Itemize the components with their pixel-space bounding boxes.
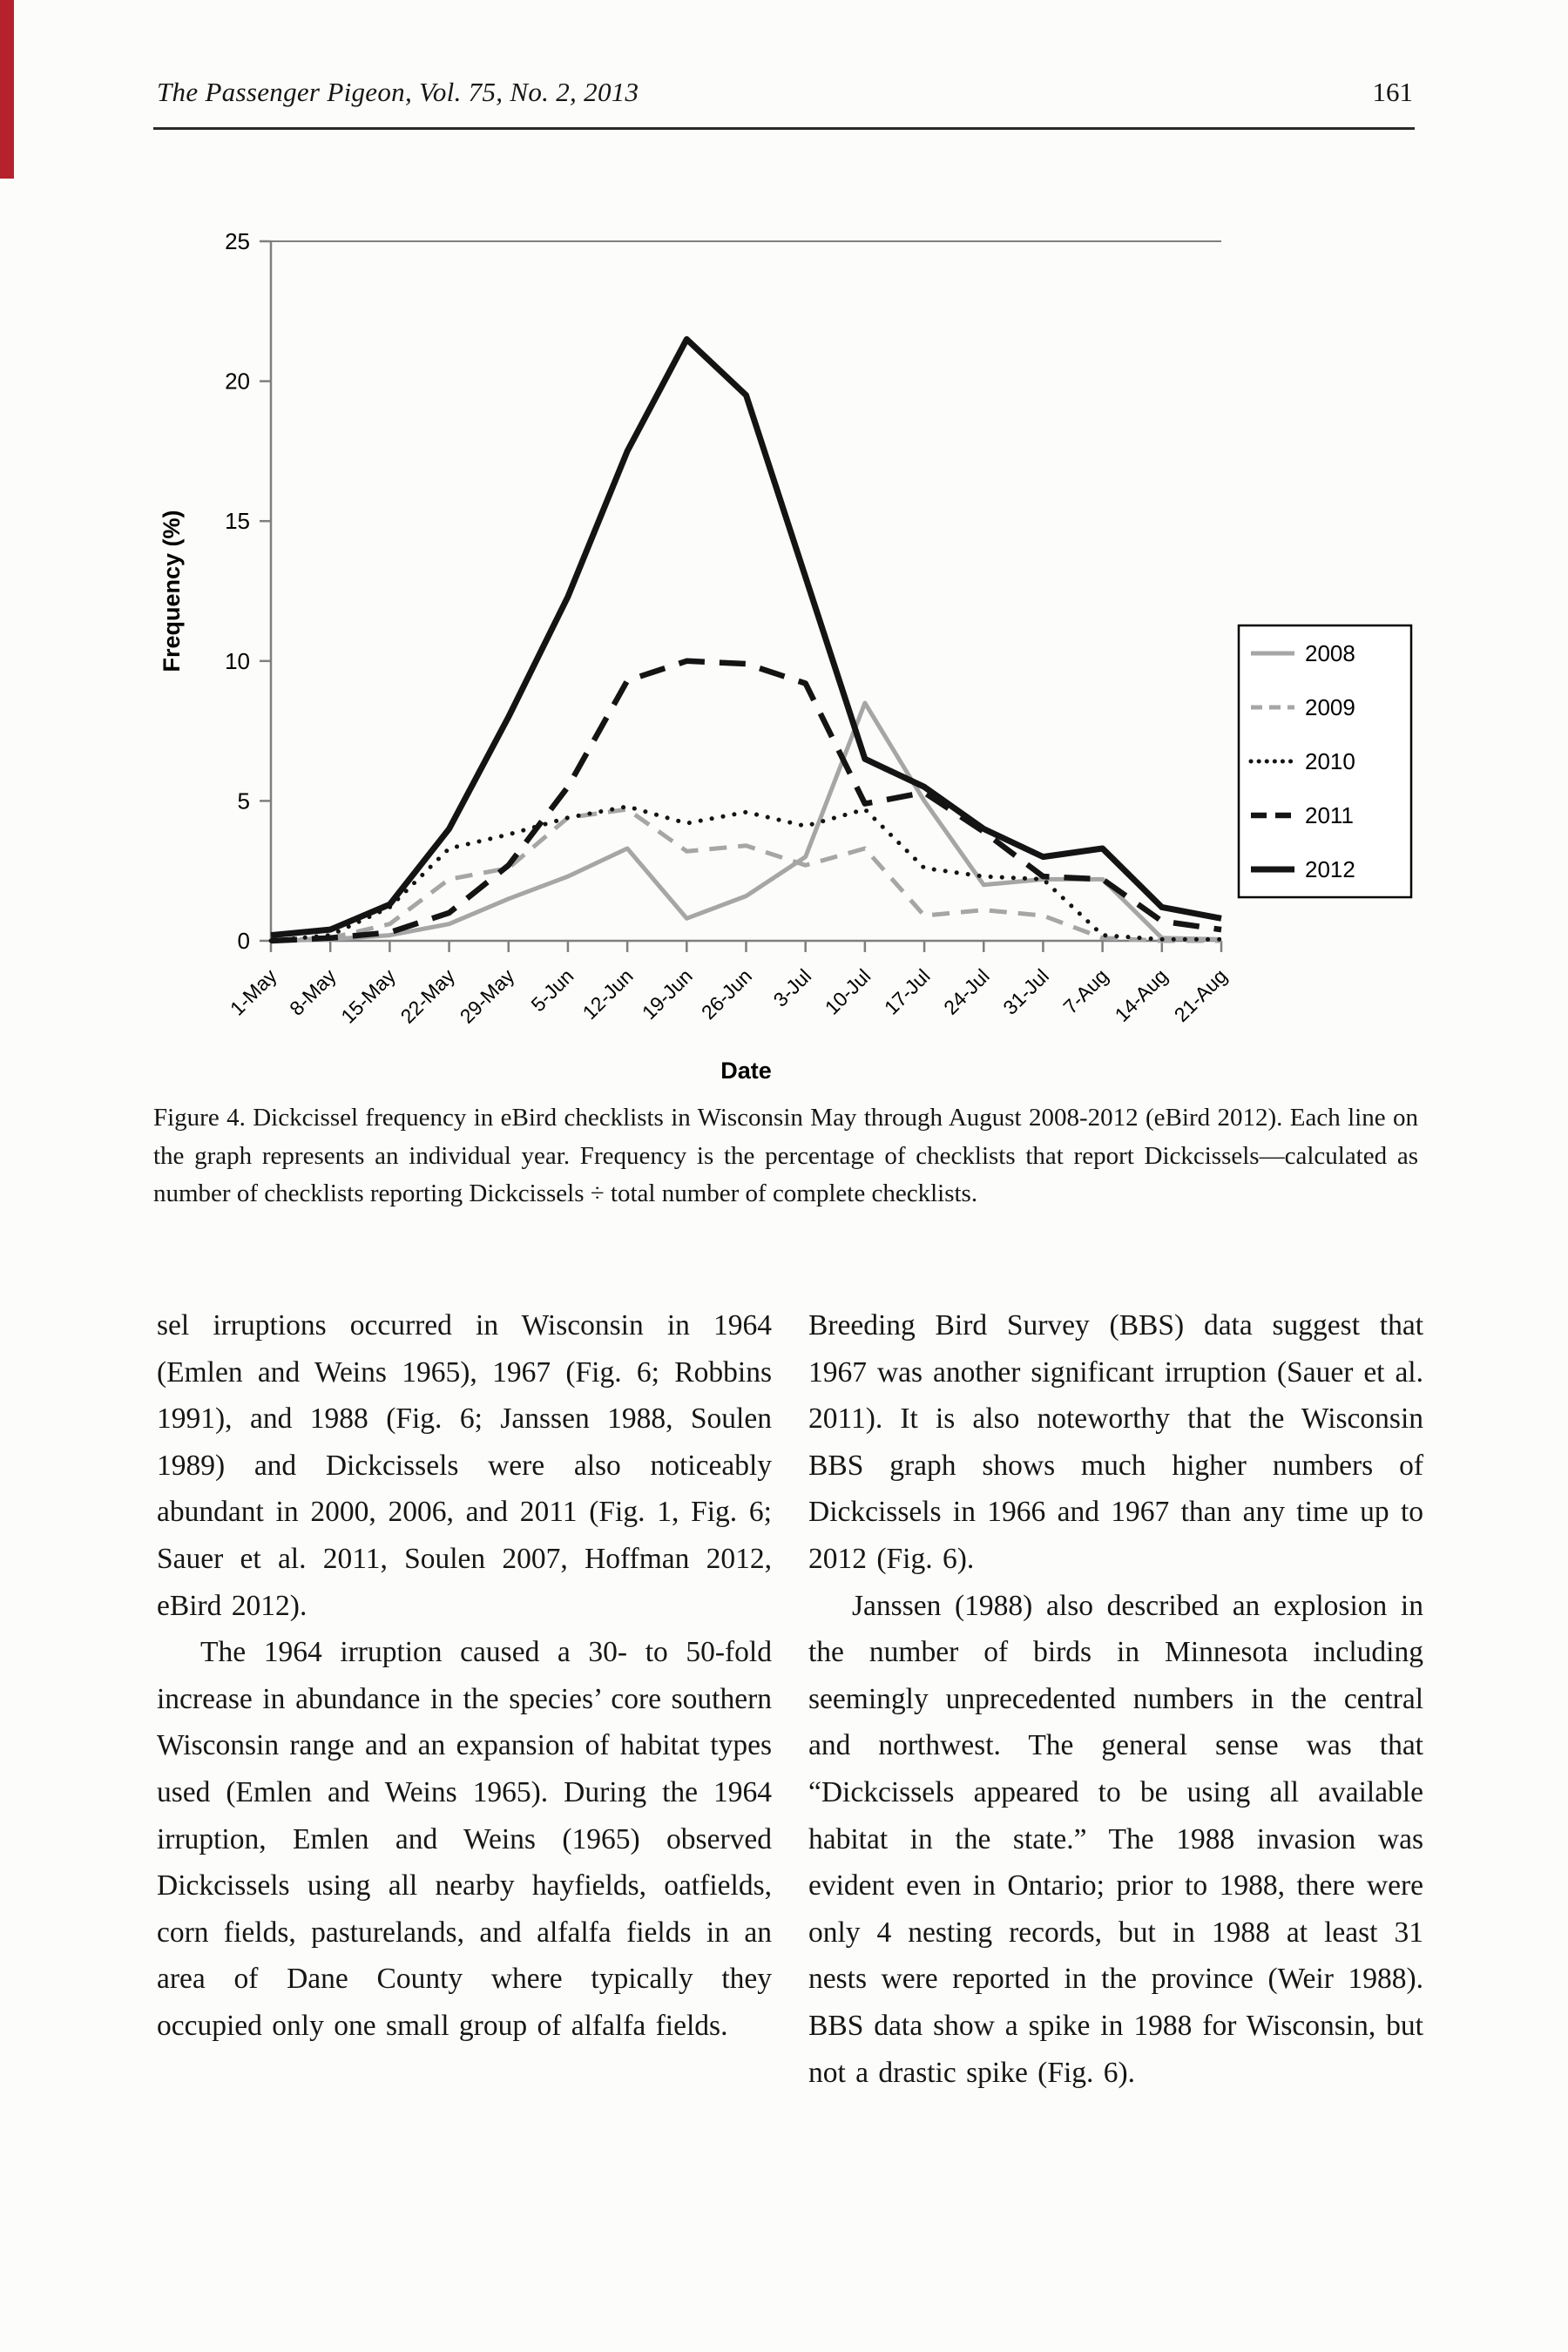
- legend-label: 2011: [1305, 802, 1354, 828]
- paragraph: Janssen (1988) also described an explosi…: [808, 1589, 1423, 2089]
- right-column: Breeding Bird Survey (BBS) data suggest …: [808, 1302, 1423, 2096]
- legend-label: 2008: [1305, 640, 1355, 666]
- paragraph: The 1964 irruption caused a 30- to 50-fo…: [157, 1636, 772, 2042]
- x-tick-label: 29-May: [456, 964, 519, 1028]
- legend-label: 2012: [1305, 856, 1355, 882]
- x-tick-label: 21-Aug: [1170, 964, 1232, 1026]
- left-column: sel irruptions occurred in Wisconsin in …: [157, 1302, 772, 2050]
- x-tick-label: 15-May: [336, 964, 400, 1028]
- journal-header: The Passenger Pigeon, Vol. 75, No. 2, 20…: [157, 77, 639, 107]
- x-tick-label: 7-Aug: [1058, 964, 1112, 1018]
- header-rule: [153, 127, 1415, 130]
- page-number: 161: [1372, 77, 1414, 107]
- y-tick-label: 10: [225, 648, 250, 674]
- x-tick-label: 3-Jul: [769, 964, 816, 1011]
- series-line-2011: [270, 658, 1222, 944]
- series-line-2012: [270, 335, 1222, 939]
- legend-label: 2010: [1305, 748, 1355, 774]
- paragraph: sel irruptions occurred in Wisconsin in …: [157, 1309, 772, 1622]
- x-tick-label: 19-Jun: [638, 964, 697, 1024]
- x-tick-label: 12-Jun: [578, 964, 638, 1024]
- paragraph: Breeding Bird Survey (BBS) data suggest …: [808, 1309, 1423, 1575]
- x-tick-label: 8-May: [285, 964, 341, 1020]
- y-tick-label: 5: [238, 787, 250, 814]
- x-tick-label: 24-Jul: [939, 964, 994, 1019]
- x-tick-label: 26-Jun: [697, 964, 756, 1024]
- x-tick-label: 14-Aug: [1111, 964, 1173, 1026]
- series-line-2008: [270, 700, 1222, 943]
- y-tick-label: 0: [238, 928, 250, 954]
- legend-label: 2009: [1305, 694, 1355, 720]
- scan-edge-artifact: [0, 0, 14, 179]
- x-tick-label: 5-Jun: [526, 964, 578, 1016]
- figure4-chart: 0 5 10 15 20 25 1-May 8-May 15-May 22-May 29-May 5-…: [122, 209, 1463, 1089]
- x-tick-label: 1-May: [226, 964, 281, 1020]
- y-tick-label: 15: [225, 508, 250, 534]
- x-axis-title: Date: [720, 1058, 772, 1084]
- x-tick-label: 22-May: [395, 964, 459, 1028]
- y-axis-title: Frequency (%): [159, 510, 185, 672]
- x-tick-label: 10-Jul: [821, 964, 875, 1019]
- series-line-2010: [268, 804, 1224, 943]
- series-line-2009: [270, 807, 1221, 943]
- figure4-caption: Figure 4. Dickcissel frequency in eBird …: [153, 1104, 1418, 1207]
- y-tick-label: 25: [225, 228, 250, 254]
- y-tick-label: 20: [225, 368, 250, 395]
- x-tick-label: 31-Jul: [998, 964, 1053, 1019]
- x-tick-label: 17-Jul: [880, 964, 935, 1019]
